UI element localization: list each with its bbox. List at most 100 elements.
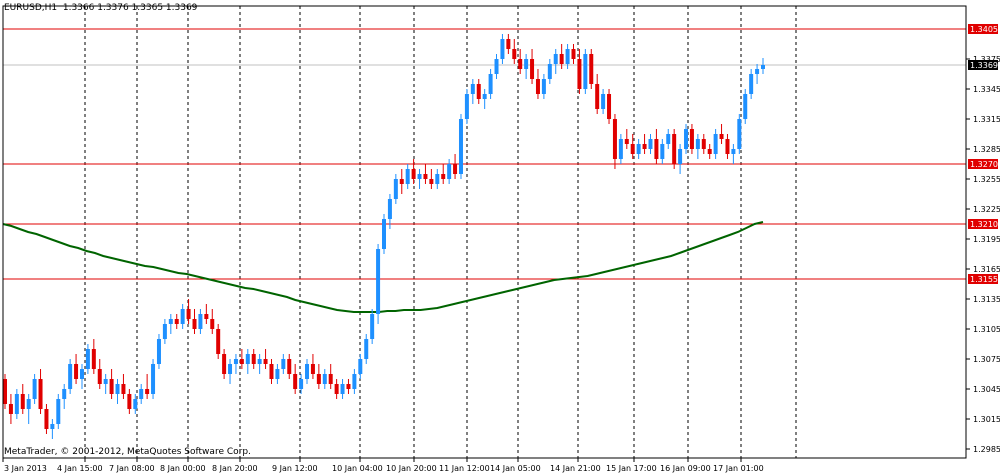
candle [376, 244, 381, 324]
candle [488, 69, 493, 99]
candle-body [74, 364, 79, 379]
candle [506, 34, 511, 54]
candle [103, 374, 108, 394]
x-tick-label: 17 Jan 01:00 [713, 464, 764, 473]
candle-body [79, 369, 84, 379]
y-tick-label: 1.3375 [973, 55, 1000, 64]
x-tick-label: 14 Jan 05:00 [490, 464, 541, 473]
candle-body [139, 389, 144, 399]
candle [458, 114, 463, 179]
y-tick-label: 1.3225 [973, 205, 1000, 214]
candle-body [737, 119, 742, 149]
symbol-label: EURUSD,H1 [4, 3, 58, 13]
candle-body [192, 319, 197, 329]
candle-body [429, 179, 434, 184]
candle [74, 354, 79, 384]
candle [755, 64, 760, 84]
candle [595, 74, 600, 114]
candle-body [162, 324, 167, 339]
horizontal-lines[interactable] [3, 28, 966, 280]
candle-body [524, 59, 529, 69]
candle-body [3, 379, 7, 404]
candle [512, 39, 517, 64]
x-tick-label: 10 Jan 20:00 [386, 464, 437, 473]
y-tick-label: 1.3255 [973, 175, 1000, 184]
candle [68, 359, 73, 394]
candle-body [216, 329, 221, 354]
candle [20, 384, 25, 414]
candle [387, 194, 392, 229]
candle-body [589, 54, 594, 84]
candle-body [322, 374, 327, 384]
candle-body [299, 379, 304, 389]
candle-body [222, 354, 227, 374]
candle [701, 134, 706, 154]
candle-body [328, 374, 333, 384]
candle-body [62, 389, 67, 399]
candle [109, 369, 114, 399]
candle-body [382, 219, 386, 249]
candle-body [577, 59, 582, 89]
candle [257, 354, 262, 374]
level-price-label: 1.3210 [970, 220, 998, 229]
candle [393, 174, 398, 204]
candle [571, 44, 576, 64]
candle [749, 69, 754, 99]
candle-body [636, 144, 641, 154]
candle-body [32, 379, 37, 399]
candle-body [660, 144, 665, 159]
candle [358, 354, 363, 379]
candle-body [417, 174, 422, 179]
candle-body [174, 319, 179, 324]
level-price-label: 1.3270 [970, 160, 998, 169]
candle-body [541, 79, 546, 94]
candle-body [127, 394, 132, 409]
candle-body [453, 164, 458, 174]
candle-body [411, 169, 416, 179]
candle [287, 354, 292, 379]
candle-body [518, 59, 523, 69]
candle [672, 129, 677, 169]
candle [204, 304, 209, 324]
candle [115, 379, 120, 404]
candle [233, 354, 238, 374]
x-tick-label: 7 Jan 08:00 [109, 464, 155, 473]
candle-body [334, 384, 339, 394]
candle-body [672, 134, 677, 164]
candle [482, 89, 487, 109]
candle-body [441, 174, 446, 179]
candle [530, 49, 535, 84]
candle [281, 354, 286, 374]
moving-average-layer [2, 221, 764, 313]
candle-body [44, 409, 49, 429]
candle-body [228, 364, 233, 374]
candle-body [68, 364, 73, 389]
candle-body [204, 314, 209, 319]
candle-body [257, 359, 262, 364]
candle-body [725, 139, 730, 154]
candle-body [156, 339, 161, 364]
candle-body [678, 149, 683, 164]
candle [210, 309, 215, 334]
candle [725, 134, 730, 159]
candle [399, 169, 404, 194]
candle-body [707, 149, 712, 154]
candle [601, 89, 606, 114]
candle [305, 359, 310, 384]
candle-body [115, 384, 120, 394]
candle [263, 349, 268, 369]
copyright-text: MetaTrader, © 2001-2012, MetaQuotes Soft… [4, 447, 251, 457]
candle-body [393, 179, 398, 199]
candle-body [358, 359, 363, 374]
candle [612, 114, 617, 169]
candle [50, 419, 55, 439]
candle-body [464, 94, 469, 119]
candle-body [624, 139, 629, 144]
candle [423, 164, 428, 184]
candle-body [151, 364, 156, 394]
candle-body [340, 384, 345, 394]
candle [251, 349, 256, 369]
candle-body [595, 84, 600, 109]
